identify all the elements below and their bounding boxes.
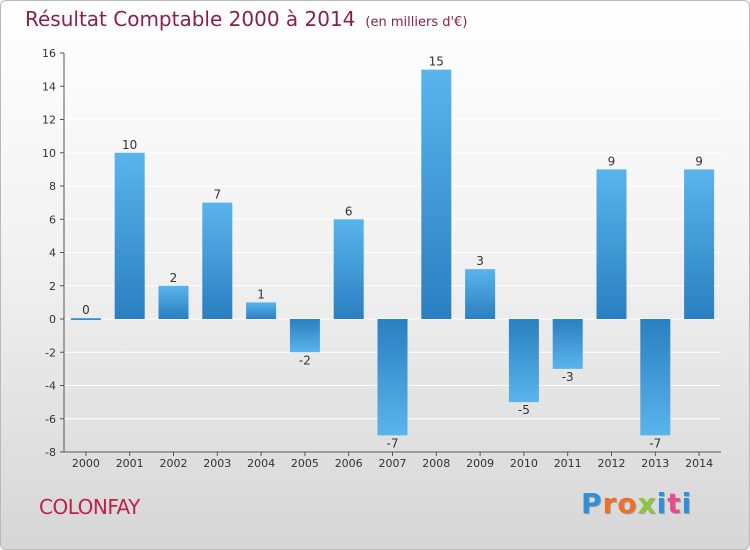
data-label: 2 bbox=[170, 271, 178, 285]
data-label: 9 bbox=[695, 154, 703, 168]
chart-title-unit: (en milliers d'€) bbox=[365, 15, 468, 30]
y-tick-label: 4 bbox=[49, 247, 56, 260]
data-label: 9 bbox=[608, 154, 616, 168]
x-tick-label: 2003 bbox=[203, 457, 231, 470]
x-tick-label: 2010 bbox=[510, 457, 538, 470]
y-tick-label: -4 bbox=[45, 380, 56, 393]
x-tick-label: 2012 bbox=[598, 457, 626, 470]
bar bbox=[377, 319, 408, 436]
bar bbox=[552, 319, 583, 369]
x-tick-label: 2008 bbox=[422, 457, 450, 470]
y-tick-label: 10 bbox=[42, 147, 56, 160]
y-tick-label: 12 bbox=[42, 114, 56, 127]
commune-name: COLONFAY bbox=[39, 495, 140, 519]
y-tick-label: 8 bbox=[49, 180, 56, 193]
data-label: 1 bbox=[257, 287, 265, 301]
logo-letter: i bbox=[681, 487, 693, 520]
bar bbox=[684, 169, 715, 319]
proxiti-logo: Proxiti bbox=[581, 487, 692, 520]
bar bbox=[465, 269, 496, 319]
bars bbox=[70, 69, 715, 436]
bar bbox=[70, 318, 101, 320]
y-tick-label: -8 bbox=[45, 446, 56, 459]
x-tick-label: 2014 bbox=[685, 457, 713, 470]
bar bbox=[333, 219, 364, 319]
data-label: -2 bbox=[299, 353, 311, 367]
x-tick-label: 2011 bbox=[554, 457, 582, 470]
bar bbox=[246, 302, 277, 319]
y-tick-label: 6 bbox=[49, 213, 56, 226]
y-tick-label: 16 bbox=[42, 47, 56, 60]
bar bbox=[289, 319, 320, 353]
x-tick-label: 2000 bbox=[72, 457, 100, 470]
data-labels: 0 10 2 7 1 -2 6 -7 15 3 -5 -3 9 -7 9 bbox=[82, 55, 703, 451]
y-tick-label: 14 bbox=[42, 80, 56, 93]
data-label: 0 bbox=[82, 303, 90, 317]
chart-title-main: Résultat Comptable 2000 à 2014 bbox=[25, 7, 356, 31]
logo-letter: P bbox=[581, 487, 603, 520]
data-label: 10 bbox=[122, 138, 137, 152]
logo-letter: i bbox=[656, 487, 668, 520]
logo-letter: o bbox=[617, 487, 638, 520]
bar bbox=[158, 285, 189, 319]
x-tick-label: 2001 bbox=[116, 457, 144, 470]
x-tick-label: 2009 bbox=[466, 457, 494, 470]
logo-letter: r bbox=[602, 487, 618, 520]
y-tick-label: -2 bbox=[45, 346, 56, 359]
data-label: -5 bbox=[518, 403, 530, 417]
data-label: 15 bbox=[429, 55, 444, 69]
bar bbox=[596, 169, 627, 319]
chart-title: Résultat Comptable 2000 à 2014 (en millie… bbox=[25, 7, 467, 31]
y-tick-label: 2 bbox=[49, 280, 56, 293]
x-tick-label: 2013 bbox=[641, 457, 669, 470]
bar bbox=[640, 319, 671, 436]
x-tick-label: 2004 bbox=[247, 457, 275, 470]
y-tick-label: 0 bbox=[49, 313, 56, 326]
logo-letter: x bbox=[637, 487, 657, 520]
y-tick-label: -6 bbox=[45, 413, 56, 426]
data-label: 7 bbox=[213, 188, 221, 202]
x-tick-label: 2007 bbox=[379, 457, 407, 470]
bar bbox=[114, 152, 145, 319]
logo-letter: t bbox=[667, 487, 682, 520]
x-tick-label: 2006 bbox=[335, 457, 363, 470]
x-tick-label: 2005 bbox=[291, 457, 319, 470]
data-label: -3 bbox=[562, 370, 574, 384]
bar bbox=[421, 69, 452, 319]
x-tick-label: 2002 bbox=[160, 457, 188, 470]
bar bbox=[202, 202, 233, 319]
data-label: -7 bbox=[649, 436, 661, 450]
bar bbox=[508, 319, 539, 403]
data-label: -7 bbox=[387, 436, 399, 450]
data-label: 6 bbox=[345, 204, 353, 218]
data-label: 3 bbox=[476, 254, 484, 268]
